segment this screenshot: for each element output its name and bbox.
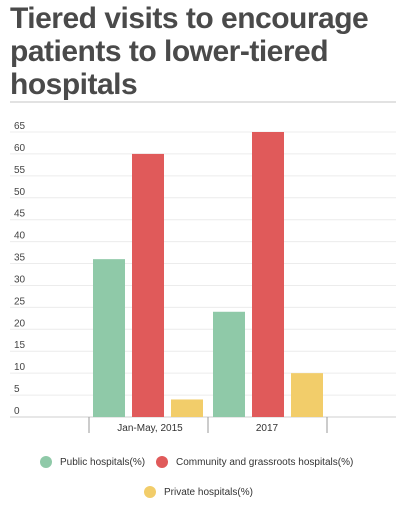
y-tick-label: 0 <box>14 406 20 417</box>
x-axis: Jan-May, 2015 2017 <box>88 417 328 434</box>
y-tick-label: 60 <box>14 143 26 154</box>
x-tick-label: Jan-May, 2015 <box>117 423 183 434</box>
bar <box>132 153 164 417</box>
bar <box>93 259 125 417</box>
bar <box>291 373 323 417</box>
y-tick-label: 5 <box>14 384 20 395</box>
title-divider <box>10 101 396 103</box>
bar <box>252 132 284 417</box>
bar <box>171 399 203 417</box>
y-tick-label: 55 <box>14 165 26 176</box>
y-tick-label: 10 <box>14 362 26 373</box>
x-tick-label: 2017 <box>256 423 279 434</box>
grid-lines <box>10 131 396 418</box>
y-tick-label: 35 <box>14 253 26 264</box>
bar <box>213 311 245 417</box>
y-tick-label: 30 <box>14 274 26 285</box>
y-axis-ticks: 0 5 10 15 20 25 30 35 40 45 50 55 60 65 <box>14 121 26 417</box>
y-tick-label: 50 <box>14 187 26 198</box>
y-tick-label: 15 <box>14 340 26 351</box>
y-tick-label: 40 <box>14 231 26 242</box>
bars <box>93 132 323 417</box>
chart-title: Tiered visits to encourage patients to l… <box>10 2 369 101</box>
y-tick-label: 25 <box>14 296 26 307</box>
y-tick-label: 65 <box>14 121 26 132</box>
y-tick-label: 20 <box>14 318 26 329</box>
y-tick-label: 45 <box>14 209 26 220</box>
